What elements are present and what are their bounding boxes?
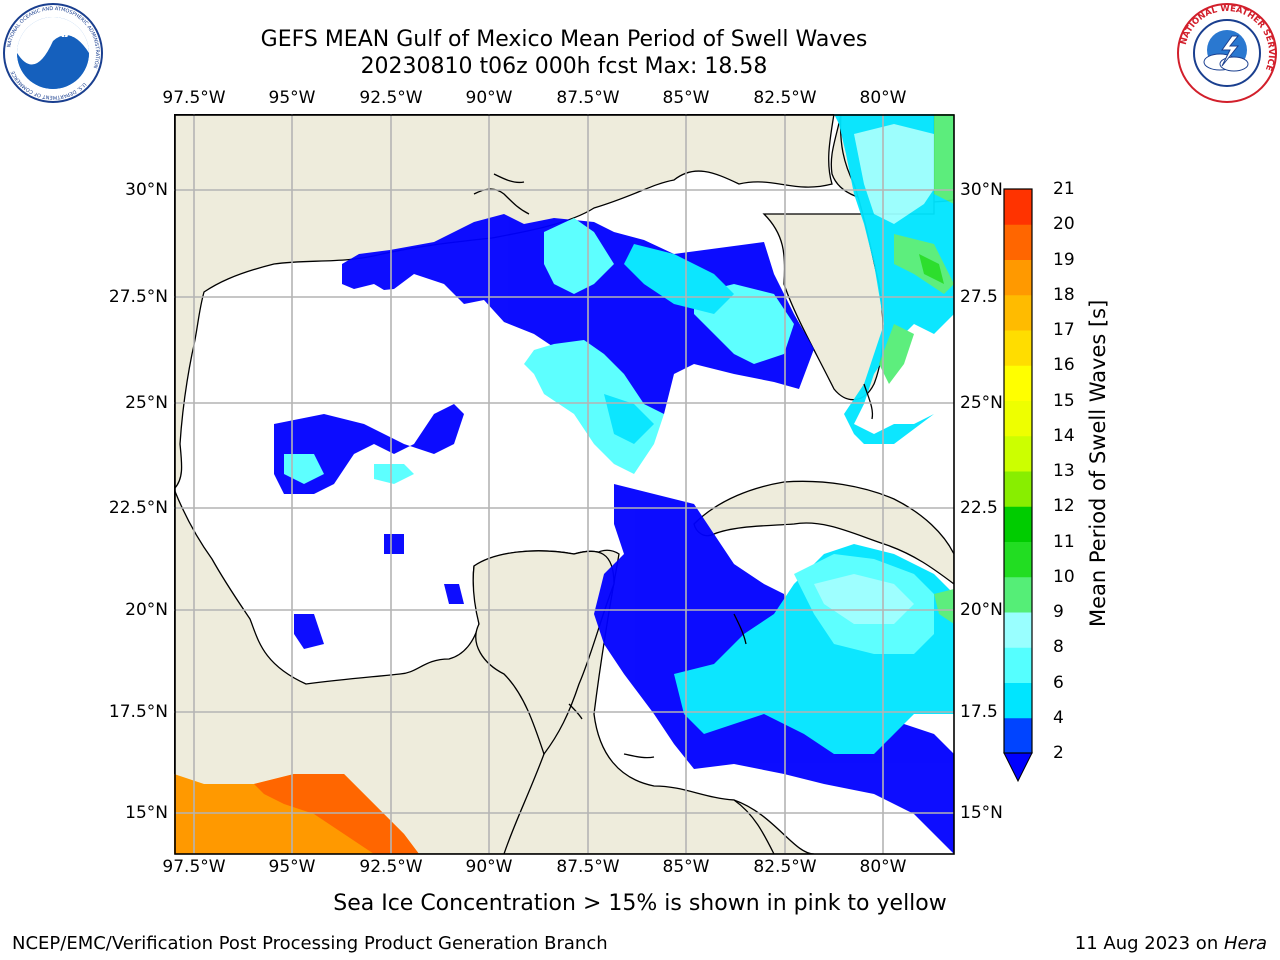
colorbar-tick-label: 4 [1053,707,1064,728]
colorbar-tick-label: 20 [1053,214,1075,235]
lon-tick-label: 85°W [662,88,710,108]
lat-tick-label: 30°N [960,180,1003,200]
colorbar-segment [1004,506,1032,542]
lon-tick-label: 82.5°W [753,88,817,108]
lat-tick-label: 22.5 [960,498,998,518]
lon-tick-label: 95°W [268,88,316,108]
colorbar-segment [1004,717,1032,754]
footer-host: Hera [1223,933,1267,954]
colorbar-tick-label: 18 [1053,284,1075,305]
colorbar-segment [1004,541,1032,578]
colorbar-segment [1004,647,1032,683]
lon-tick-label: 80°W [859,857,907,877]
colorbar-segment [1004,294,1032,331]
colorbar-segment [1004,330,1032,366]
lon-tick-label: 90°W [465,857,513,877]
lat-tick-label: 30°N [125,180,168,200]
colorbar-under-triangle [1003,752,1033,783]
noaa-logo-text: NOAA [31,25,76,41]
lat-tick-label: 27.5°N [108,287,168,307]
colorbar-tick-label: 2 [1053,743,1064,763]
colorbar-tick-label: 8 [1053,637,1064,658]
lat-tick-label: 22.5°N [108,498,168,518]
colorbar-tick-label: 21 [1053,179,1075,199]
lon-tick-label: 95°W [268,857,316,877]
lat-tick-label: 20°N [960,600,1003,620]
lon-tick-label: 97.5°W [162,857,226,877]
lon-tick-label: 80°W [859,88,907,108]
colorbar [1003,188,1033,783]
colorbar-segment [1004,189,1032,225]
map-frame [174,114,955,855]
land-cuba [693,480,954,585]
lat-tick-label: 15°N [960,803,1003,823]
colorbar-tick-label: 15 [1053,390,1075,411]
lon-tick-label: 82.5°W [753,857,817,877]
colorbar-frame [1003,188,1033,754]
lat-tick-label: 25°N [125,393,168,413]
lat-tick-label: 17.5 [960,702,998,722]
colorbar-segment [1004,471,1032,507]
map-panel [174,114,955,855]
colorbar-segment [1004,576,1032,613]
land-yucatan [472,550,615,756]
chart-subtitle: 20230810 t06z 000h fcst Max: 18.58 [360,54,768,79]
lon-tick-label: 97.5°W [162,88,226,108]
colorbar-segment [1004,682,1032,719]
colorbar-segment [1004,365,1032,401]
gridlines [174,114,954,854]
lat-tick-label: 20°N [125,600,168,620]
nws-logo: NATIONAL WEATHER SERVICE [1177,3,1277,103]
lon-tick-label: 87.5°W [556,88,620,108]
map-content [174,114,954,854]
lat-tick-label: 27.5 [960,287,998,307]
footer-right: 11 Aug 2023 on Hera [1075,933,1267,954]
lat-tick-label: 17.5°N [108,702,168,722]
lon-tick-label: 87.5°W [556,857,620,877]
colorbar-tick-label: 6 [1053,672,1064,693]
colorbar-tick-label: 17 [1053,320,1075,340]
chart-title: GEFS MEAN Gulf of Mexico Mean Period of … [260,27,868,52]
lon-tick-label: 85°W [662,857,710,877]
colorbar-tick-label: 19 [1053,249,1075,270]
colorbar-tick-label: 9 [1053,602,1064,622]
lon-tick-label: 90°W [465,88,513,108]
colorbar-segment [1004,259,1032,296]
colorbar-segment [1004,435,1032,472]
colorbar-tick-label: 12 [1053,496,1075,517]
sea-ice-note: Sea Ice Concentration > 15% is shown in … [333,891,947,916]
lon-tick-label: 92.5°W [359,88,423,108]
lat-tick-label: 25°N [960,393,1003,413]
colorbar-tick-label: 11 [1053,531,1075,552]
footer-date: 11 Aug 2023 on [1074,933,1224,954]
lon-tick-label: 92.5°W [359,857,423,877]
colorbar-label: Mean Period of Swell Waves [s] [1086,299,1110,627]
colorbar-segment [1004,400,1032,437]
colorbar-segment [1004,612,1032,648]
colorbar-tick-label: 13 [1053,461,1075,481]
colorbar-tick-label: 14 [1053,425,1075,446]
footer-left: NCEP/EMC/Verification Post Processing Pr… [12,933,608,954]
colorbar-tick-label: 16 [1053,355,1075,376]
swell-field [274,114,954,854]
lat-tick-label: 15°N [125,803,168,823]
noaa-logo: NOAA NATIONAL OCEANIC AND ATMOSPHERIC AD… [3,3,103,103]
colorbar-segment [1004,224,1032,260]
colorbar-tick-label: 10 [1053,566,1075,587]
